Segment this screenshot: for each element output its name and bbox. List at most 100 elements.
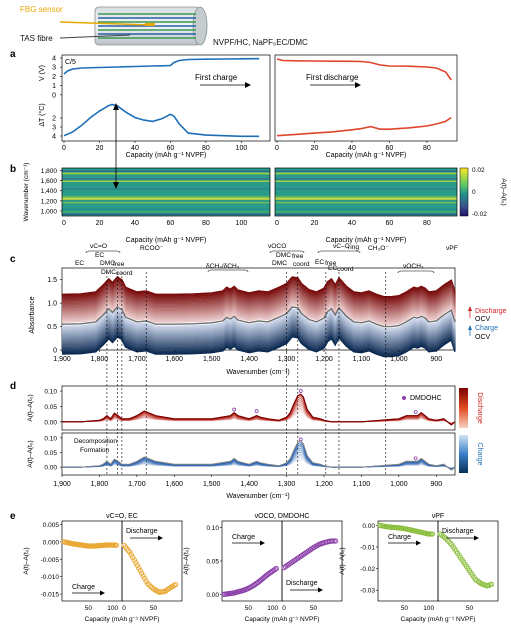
first-discharge-label: First discharge bbox=[306, 73, 359, 82]
discharge-spectrum-line bbox=[61, 281, 456, 303]
panel-e-discharge-frame bbox=[437, 520, 499, 602]
peak-annotation: free bbox=[292, 253, 304, 260]
charge-colorbar bbox=[459, 435, 468, 473]
panel-d-xtick-label: 1,300 bbox=[278, 481, 296, 488]
panel-b-xtick-label: 0 bbox=[275, 220, 279, 227]
panel-a-ytick-label: 1 bbox=[52, 83, 56, 90]
discharge-difference-line bbox=[62, 409, 456, 424]
heatmap-band bbox=[275, 198, 457, 200]
heatmap-band bbox=[275, 173, 457, 175]
panel-e-charge-label: Charge bbox=[72, 584, 95, 591]
bracket-oco bbox=[269, 250, 305, 254]
panel-d-top-frame bbox=[61, 385, 456, 431]
panel-e-ytick-label: -0.015 bbox=[41, 592, 60, 599]
panel-d-xtick-label: 1,700 bbox=[128, 481, 146, 488]
panel-c-xtick-label: 1,000 bbox=[390, 356, 408, 363]
panel-c-ytick-label: 0.5 bbox=[47, 324, 57, 331]
panel-a-ytick-label: 3 bbox=[52, 125, 56, 132]
charge-arrow-head bbox=[260, 540, 265, 546]
panel-a-ytick-label: 2 bbox=[52, 116, 56, 123]
panel-a-xtick-label: 40 bbox=[348, 145, 356, 152]
panel-b-ylabel: Wavenumber (cm⁻¹) bbox=[23, 163, 30, 222]
panel-b-xtick-label: 40 bbox=[348, 220, 356, 227]
panel-e-ytick-label: 0.05 bbox=[206, 559, 219, 566]
rate-label: C/5 bbox=[65, 59, 76, 66]
panel-c-xtick-label: 1,200 bbox=[315, 356, 333, 363]
discharge-data-point bbox=[144, 580, 151, 587]
panel-b-xtick-label: 80 bbox=[423, 220, 431, 227]
panel-e-xtick-label: 0 bbox=[122, 605, 126, 612]
panel-a-xlabel-discharge: Capacity (mAh g⁻¹ NVPF) bbox=[326, 152, 407, 159]
panel-e-ylabel: A(t)–A(t₀) bbox=[339, 547, 346, 574]
panel-d-ytick-label: 0.10 bbox=[44, 435, 57, 442]
panel-e-discharge-label: Discharge bbox=[126, 528, 158, 535]
discharge-spectrum-line bbox=[61, 285, 456, 307]
temperature-axis-label: ΔT (°C) bbox=[38, 103, 46, 126]
peak-annotation: νC–C bbox=[333, 243, 350, 250]
panel-a-charge-frame bbox=[61, 54, 271, 142]
panel-e-discharge-frame bbox=[281, 520, 343, 602]
peak-annotation: νOCO bbox=[268, 243, 286, 250]
peak-annotation: EC bbox=[75, 260, 84, 267]
charge-arrow-head bbox=[100, 590, 105, 596]
fbg-sensor-label: FBG sensor bbox=[20, 5, 63, 14]
tas-fibre-label: TAS fibre bbox=[20, 34, 53, 43]
panel-a: C/5 First charge First discharge V (V) Δ… bbox=[38, 54, 458, 159]
panel-a-ytick-label: 2 bbox=[52, 74, 56, 81]
panel-e-xlabel: Capacity (mAh g⁻¹ NVPF) bbox=[85, 616, 160, 623]
panel-e-xtick-label: 50 bbox=[466, 605, 474, 612]
panel-b-xtick-label: 20 bbox=[311, 220, 319, 227]
discharge-arrow-head bbox=[318, 587, 323, 593]
panel-a-xlabel: Capacity (mAh g⁻¹ NVPF) bbox=[126, 152, 207, 159]
panel-b-xlabel: Capacity (mAh g⁻¹ NVPF) bbox=[126, 237, 207, 244]
panel-a-xtick-label: 80 bbox=[202, 145, 210, 152]
heatmap-band bbox=[62, 170, 270, 172]
peak-annotation: DMC bbox=[272, 260, 287, 267]
charge-data-point bbox=[429, 531, 435, 537]
panel-letter-b: b bbox=[10, 164, 16, 175]
panel-b-ytick-label: 1,000 bbox=[41, 208, 58, 215]
heatmap-band bbox=[62, 171, 270, 173]
charge-voltage-line bbox=[63, 57, 260, 75]
panel-e-charge-label: Charge bbox=[388, 534, 411, 541]
discharge-data-point bbox=[332, 538, 339, 544]
panel-d-ylabel-bottom: A(t)–A(t₀) bbox=[27, 440, 34, 467]
discharge-data-point bbox=[140, 573, 146, 579]
peak-annotation: free bbox=[325, 260, 337, 267]
panel-d-ylabel-top: A(t)–A(t₀) bbox=[27, 394, 34, 421]
dmdohc-marker bbox=[298, 389, 303, 393]
bracket-ch bbox=[207, 269, 249, 273]
dmdohc-marker bbox=[232, 407, 237, 412]
charge-data-point bbox=[273, 565, 279, 572]
charge-data-point bbox=[272, 566, 278, 572]
panel-a-xtick-label: 20 bbox=[96, 145, 104, 152]
panel-a-xtick-label: 0 bbox=[62, 145, 66, 152]
discharge-data-point bbox=[136, 565, 142, 571]
voltage-axis-label: V (V) bbox=[39, 65, 46, 81]
panel-e-ytick-label: -0.02 bbox=[360, 566, 375, 573]
legend-discharge: Discharge bbox=[475, 308, 507, 315]
panel-d-xtick-label: 1,000 bbox=[390, 481, 408, 488]
panel-e-discharge-label: Discharge bbox=[442, 528, 474, 535]
panel-b-ytick-label: 1,800 bbox=[41, 168, 58, 175]
panel-a-xtick-label: 100 bbox=[236, 145, 248, 152]
discharge-spectrum-line bbox=[61, 289, 456, 311]
panel-e-xtick-label: 50 bbox=[85, 605, 93, 612]
peak-annotation: EC bbox=[315, 259, 324, 266]
peak-annotation: νOCH₃ bbox=[403, 263, 424, 270]
discharge-data-point bbox=[147, 583, 154, 589]
discharge-data-point bbox=[139, 570, 145, 576]
discharge-data-point bbox=[146, 582, 152, 588]
colorbar-label: A(t)–A(t₀) bbox=[500, 178, 507, 205]
discharge-colorbar bbox=[459, 388, 468, 428]
heatmap-band bbox=[275, 188, 457, 190]
panel-d-xtick-label: 900 bbox=[430, 481, 442, 488]
discharge-difference-line bbox=[62, 407, 456, 424]
panel-e-xtick-label: 100 bbox=[423, 605, 434, 612]
panel-c-xtick-label: 900 bbox=[430, 356, 442, 363]
discharge-difference-line bbox=[62, 393, 456, 426]
panel-c-xlabel: Wavenumber (cm⁻¹) bbox=[226, 369, 289, 376]
panel-d-xlabel: Wavenumber (cm⁻¹) bbox=[226, 493, 289, 500]
heatmap-band bbox=[62, 180, 270, 182]
